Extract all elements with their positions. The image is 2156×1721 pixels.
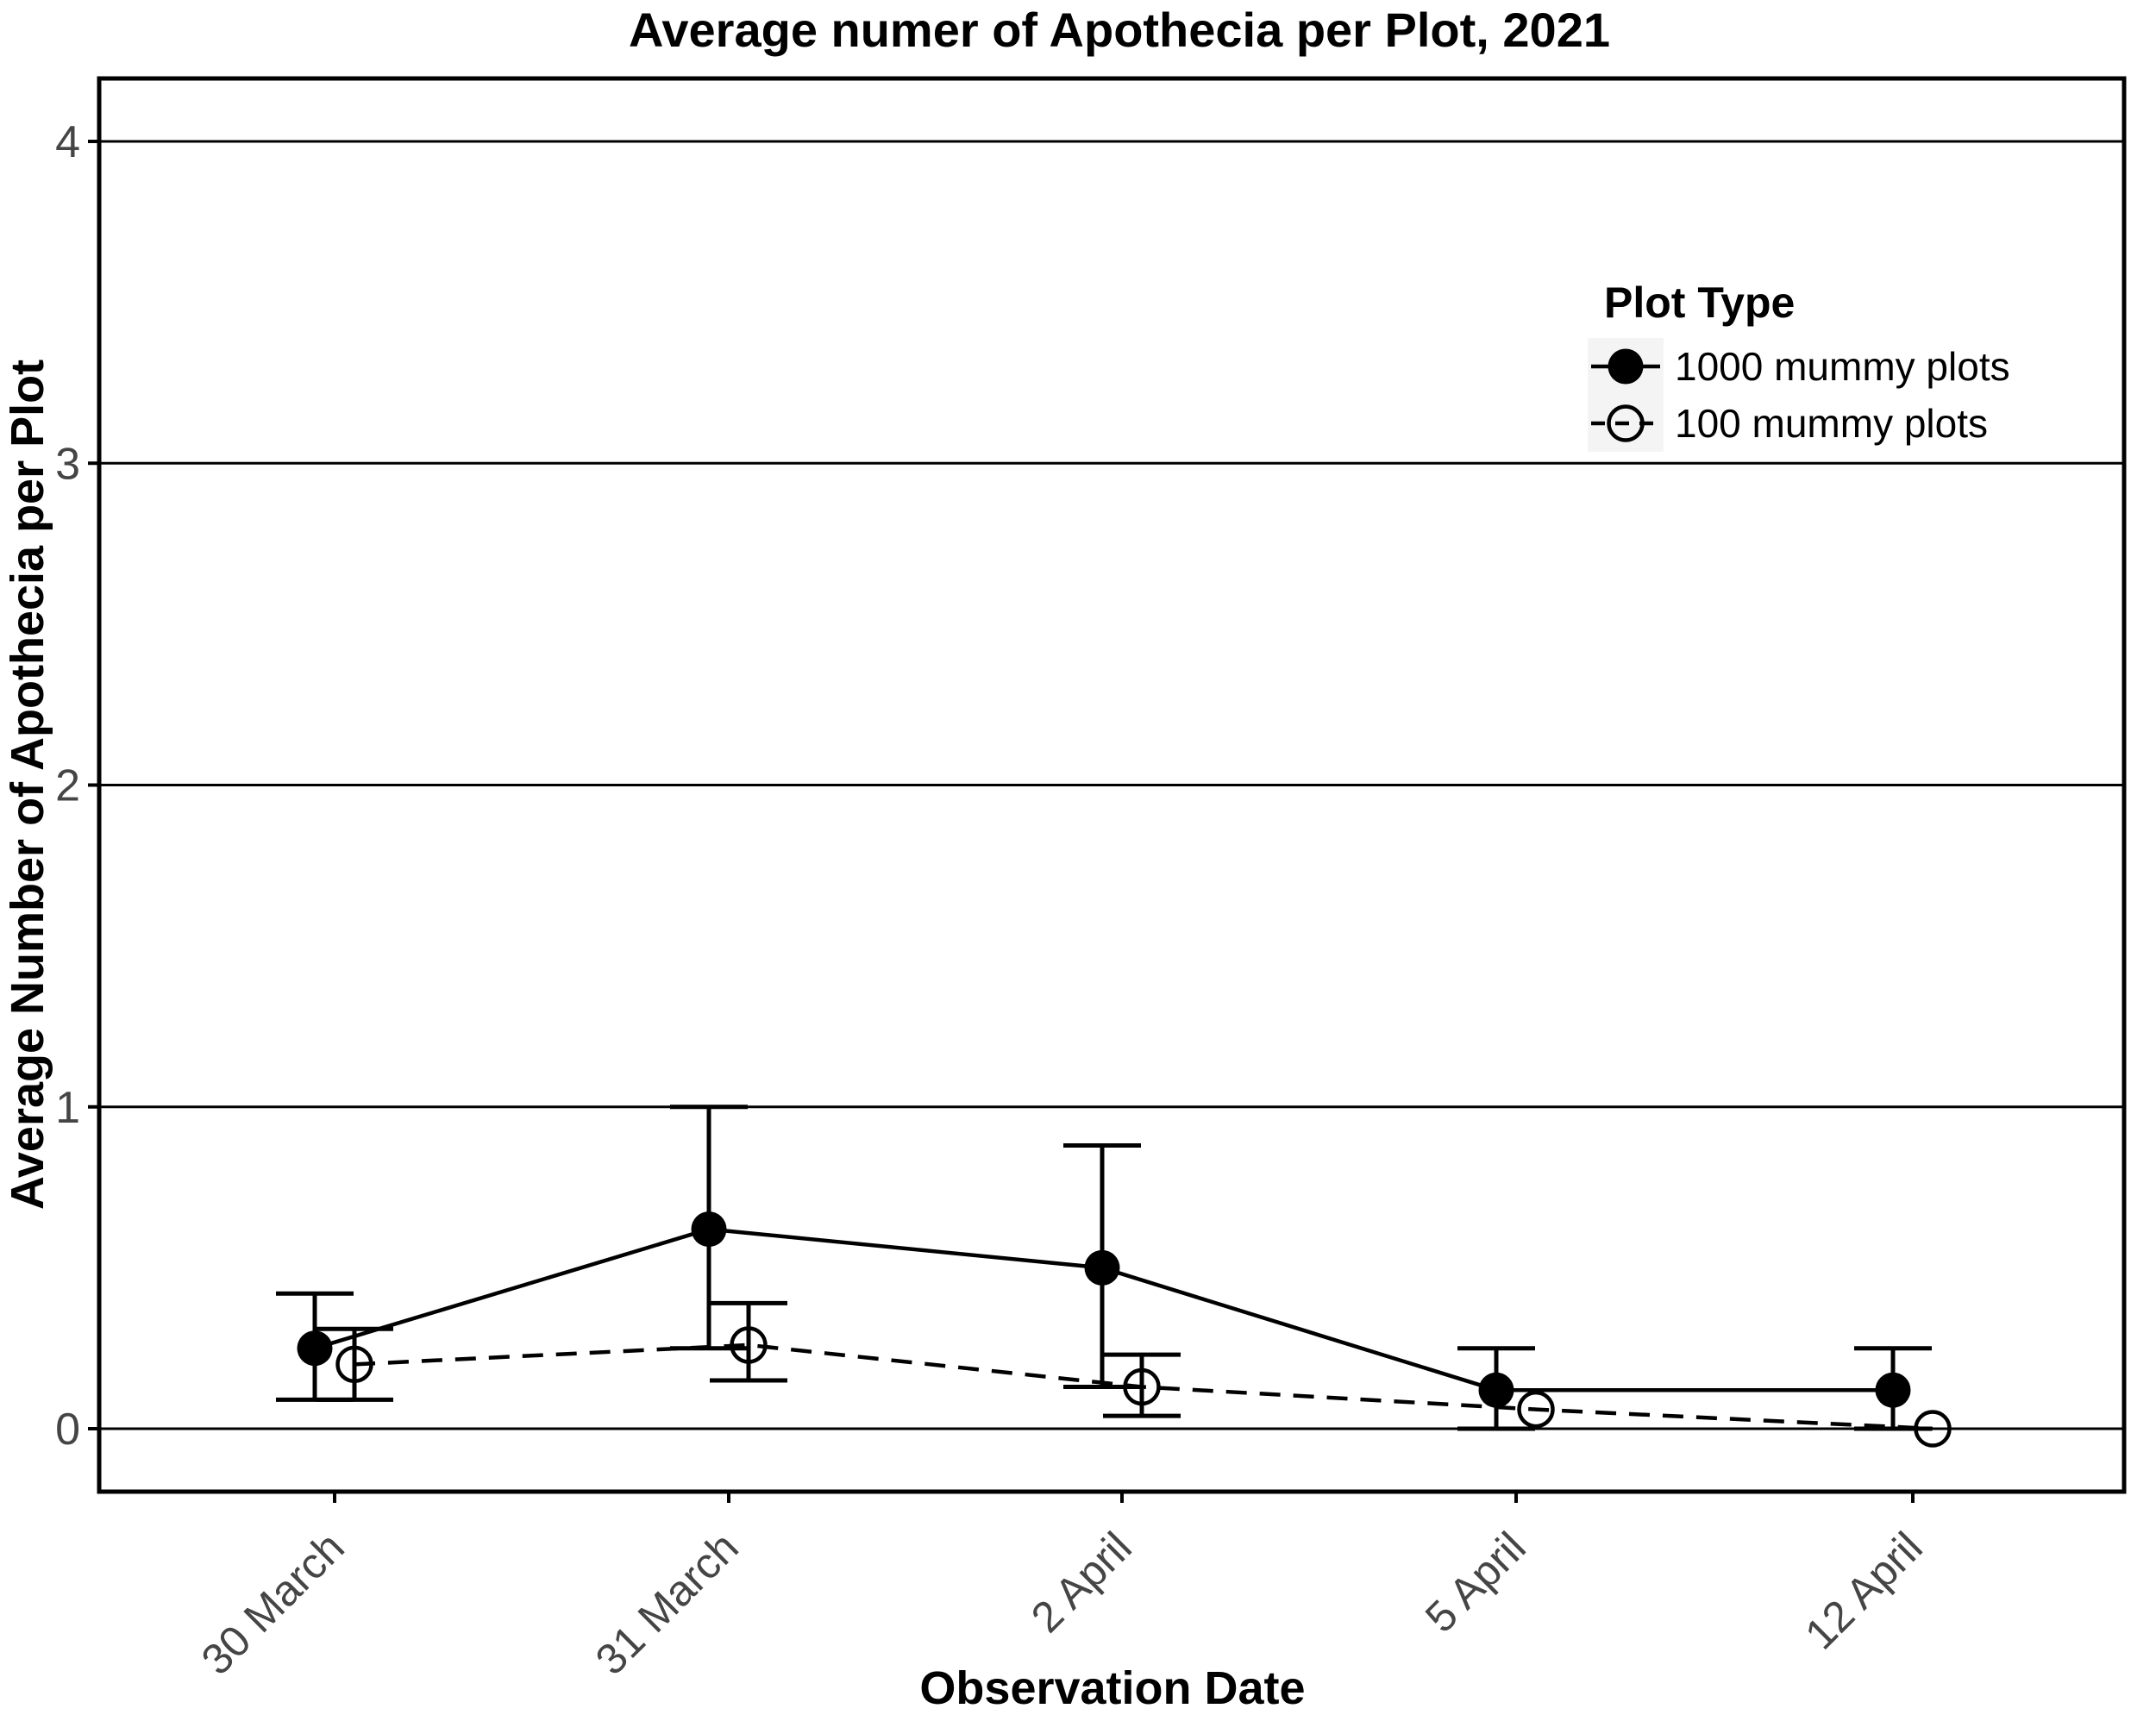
legend-item-1000-mummy-plots: 1000 mummy plots [1588, 338, 2010, 395]
y-tick-label: 3 [55, 439, 80, 489]
data-point-filled-circle [1478, 1372, 1514, 1408]
legend-item-label: 1000 mummy plots [1675, 344, 2010, 389]
plot-area: 0 1 2 3 4 30 March 31 March 2 April 5 April 12 Ap… [55, 76, 2127, 1684]
chart-title: Average numer of Apothecia per Plot, 202… [629, 3, 1610, 57]
y-tick-label: 0 [55, 1405, 80, 1455]
data-point-open-circle [1123, 1367, 1161, 1406]
data-point-filled-circle [1875, 1372, 1911, 1408]
data-point-open-circle [1517, 1390, 1555, 1429]
y-tick-label: 4 [55, 117, 80, 167]
x-tick-label: 12 April [1796, 1523, 1932, 1659]
y-tick-label: 2 [55, 761, 80, 811]
open-circle-icon [1607, 404, 1645, 442]
legend-title: Plot Type [1604, 278, 1795, 327]
legend-item-100-mummy-plots: 100 mummy plots [1588, 395, 1988, 452]
data-point-open-circle [1914, 1410, 1952, 1448]
legend-item-label: 100 mummy plots [1675, 401, 1988, 446]
data-point-filled-circle [691, 1211, 727, 1248]
data-point-filled-circle [1084, 1249, 1120, 1286]
x-tick-label: 5 April [1416, 1523, 1535, 1642]
data-point-filled-circle [297, 1330, 333, 1367]
series-line-dashed [354, 1342, 1934, 1431]
y-tick-label: 1 [55, 1083, 80, 1133]
data-point-open-circle [335, 1345, 373, 1384]
data-point-open-circle [730, 1326, 768, 1364]
y-axis-title: Average Number of Apothecia per Plot [2, 360, 53, 1210]
x-tick-label: 30 March [192, 1523, 354, 1684]
x-axis-title: Observation Date [919, 1662, 1305, 1714]
filled-circle-icon [1608, 348, 1644, 385]
x-tick-label: 31 March [586, 1523, 748, 1684]
legend: Plot Type 1000 mummy plots 100 mummy plo… [1588, 278, 2010, 452]
x-tick-label: 2 April [1022, 1523, 1141, 1642]
